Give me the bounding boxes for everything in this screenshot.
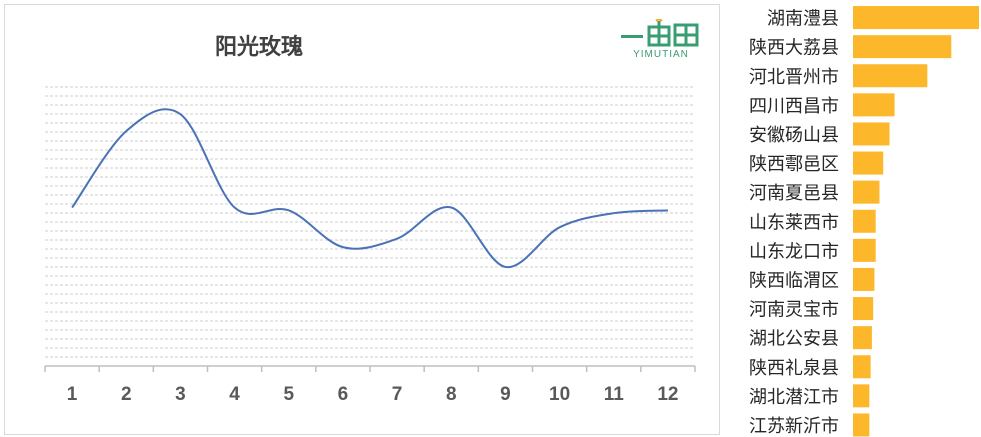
x-tick-label: 1 (67, 384, 78, 405)
bar (853, 151, 884, 175)
grid-lines (45, 86, 695, 358)
bar (853, 326, 872, 350)
bar (853, 267, 875, 291)
yimutian-logo: YIMUTIAN (619, 18, 703, 65)
category-label: 陕西临渭区 (749, 270, 839, 291)
bar (853, 384, 870, 408)
category-label: 湖北公安县 (749, 329, 839, 350)
bar (853, 413, 870, 437)
x-tick-label: 6 (338, 384, 349, 405)
x-tick-label: 3 (175, 384, 186, 405)
x-tick-label: 9 (500, 384, 511, 405)
x-tick-label: 5 (283, 384, 294, 405)
category-label: 河南灵宝市 (749, 300, 839, 321)
category-label: 安徽砀山县 (749, 125, 839, 146)
series-line (71, 108, 668, 268)
category-label: 山东龙口市 (749, 241, 839, 262)
ranking-bar-chart-panel: 湖南澧县陕西大荔县河北晋州市四川西昌市安徽砀山县陕西鄠邑区河南夏邑县山东莱西市山… (724, 0, 981, 437)
bar (853, 209, 876, 233)
category-label: 陕西鄠邑区 (749, 154, 839, 175)
category-label: 河南夏邑县 (749, 183, 839, 204)
bar (853, 297, 874, 321)
x-tick-label: 12 (657, 384, 678, 405)
x-tick-label: 11 (604, 384, 625, 405)
x-tick-label: 10 (549, 384, 570, 405)
bar (853, 122, 890, 146)
category-label: 河北晋州市 (749, 67, 839, 88)
category-label: 湖南澧县 (767, 9, 839, 30)
chart-title: 阳光玫瑰 (214, 35, 303, 60)
category-label: 陕西礼泉县 (749, 358, 839, 379)
bar (853, 6, 979, 30)
category-label: 山东莱西市 (749, 212, 839, 233)
line-chart-panel: 阳光玫瑰 YIMUTIAN 1 2 3 4 5 6 7 8 9 10 11 12 (4, 4, 720, 435)
line-chart: 1 2 3 4 5 6 7 8 9 10 11 12 (44, 86, 696, 405)
x-tick-label: 8 (446, 384, 457, 405)
logo-text: YIMUTIAN (633, 49, 689, 60)
bar (853, 93, 895, 117)
bar (853, 64, 928, 88)
x-tick-label: 4 (229, 384, 240, 405)
yimutian-logo-icon (621, 18, 699, 47)
category-label: 江苏新沂市 (749, 416, 839, 437)
category-label: 四川西昌市 (749, 96, 839, 117)
ranking-bar-chart: 湖南澧县陕西大荔县河北晋州市四川西昌市安徽砀山县陕西鄠邑区河南夏邑县山东莱西市山… (749, 6, 979, 437)
bar (853, 35, 952, 59)
x-tick-label: 2 (121, 384, 132, 405)
category-label: 陕西大荔县 (749, 38, 839, 59)
bar (853, 355, 871, 379)
x-tick-label: 7 (392, 384, 403, 405)
bar (853, 180, 880, 204)
category-label: 湖北潜江市 (749, 387, 839, 408)
bar (853, 238, 876, 262)
